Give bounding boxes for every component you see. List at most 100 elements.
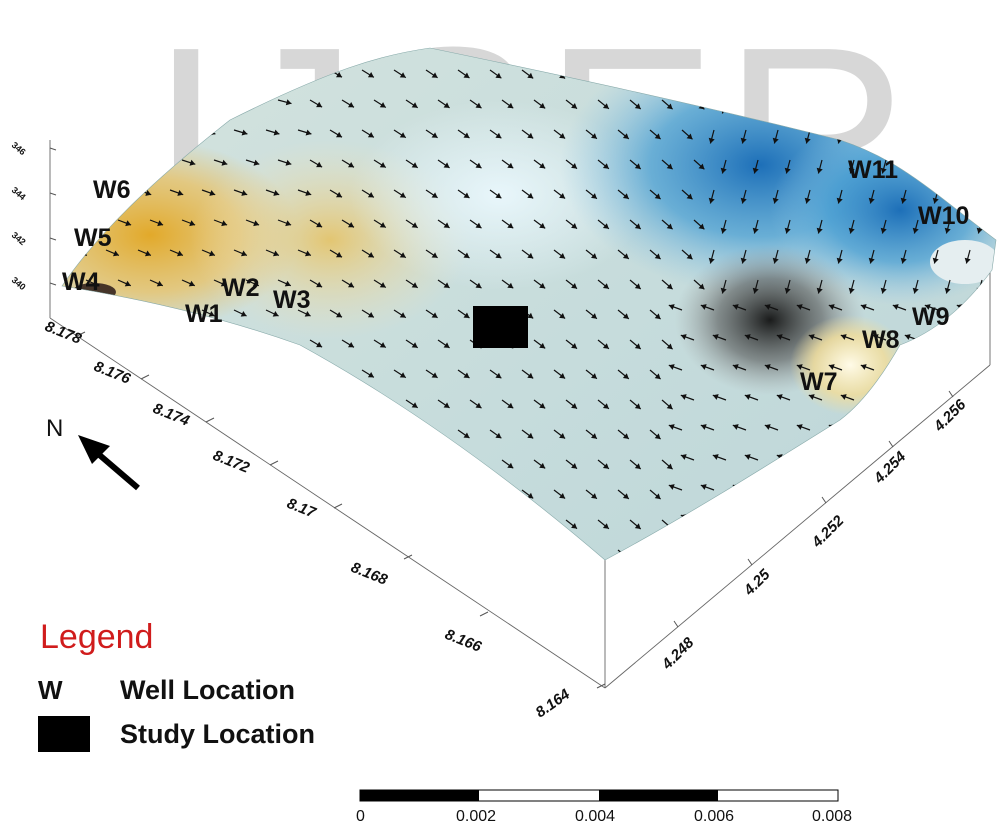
flow-arrow-shaft	[892, 484, 907, 491]
flow-arrow-shaft	[297, 429, 311, 438]
study-location-symbol	[38, 716, 90, 752]
flow-arrow-head	[495, 192, 502, 199]
flow-arrow-head	[125, 220, 132, 227]
flow-arrow-head	[463, 432, 470, 438]
flow-arrow-head	[208, 311, 215, 317]
flow-arrow-shaft	[457, 489, 470, 499]
flow-arrow-head	[666, 103, 673, 110]
flow-arrow-shaft	[796, 544, 811, 551]
flow-arrow-head	[900, 197, 907, 204]
flow-arrow-head	[976, 287, 983, 294]
well-label-w2: W2	[222, 274, 260, 302]
well-label-w6: W6	[93, 176, 131, 204]
flow-arrow-head	[367, 432, 374, 438]
flow-arrow-head	[840, 334, 847, 340]
well-label-w4: W4	[62, 268, 100, 296]
flow-arrow-shaft	[945, 99, 951, 114]
flow-arrow-head	[367, 72, 374, 78]
flow-arrow-head	[303, 552, 310, 559]
flow-arrow-head	[602, 283, 609, 289]
flow-arrow-head	[571, 403, 577, 409]
flow-arrow-shaft	[169, 369, 183, 378]
flow-arrow-head	[796, 364, 803, 370]
flow-arrow-head	[443, 222, 450, 228]
flow-arrow-head	[316, 281, 323, 288]
flow-arrow-head	[112, 311, 119, 317]
flow-arrow-shaft	[808, 454, 823, 461]
flow-arrow-shaft	[521, 549, 534, 559]
flow-arrow-head	[924, 424, 931, 430]
flow-arrow-head	[475, 282, 482, 289]
flow-arrow-head	[156, 341, 163, 347]
flow-arrow-shaft	[73, 489, 86, 499]
flow-arrow-head	[475, 522, 482, 529]
flow-arrow-head	[944, 227, 951, 234]
flow-arrow-head	[79, 492, 86, 498]
flow-arrow-head	[113, 129, 120, 136]
flow-arrow-shaft	[840, 454, 855, 461]
flow-arrow-head	[784, 167, 791, 174]
flow-arrow-shaft	[956, 484, 971, 491]
flow-arrow-head	[336, 251, 342, 258]
flow-arrow-head	[495, 252, 502, 259]
well-label-w11: W11	[848, 156, 898, 184]
flow-arrow-head	[336, 431, 342, 438]
flow-arrow-head	[113, 250, 119, 257]
flow-arrow-shaft	[85, 159, 100, 165]
flow-arrow-head	[207, 492, 214, 498]
flow-arrow-head	[495, 72, 502, 79]
flow-arrow-head	[668, 304, 675, 310]
flow-arrow-head	[968, 454, 975, 460]
flow-arrow-head	[848, 227, 855, 234]
flow-arrow-head	[571, 103, 577, 109]
flow-arrow-head	[796, 424, 803, 430]
flow-arrow-shaft	[297, 369, 311, 378]
flow-arrow-head	[654, 313, 661, 320]
flow-arrow-head	[284, 341, 291, 347]
flow-arrow-shaft	[965, 129, 971, 144]
flow-arrow-shaft	[892, 544, 907, 551]
flow-arrow-head	[591, 553, 597, 559]
flow-arrow-shaft	[105, 549, 118, 559]
flow-arrow-shaft	[117, 519, 130, 529]
flow-arrow-head	[143, 492, 150, 498]
flow-arrow-head	[686, 253, 693, 260]
flow-arrow-head	[463, 552, 470, 558]
flow-arrow-head	[686, 133, 693, 140]
flow-arrow-head	[475, 162, 482, 169]
flow-arrow-shaft	[489, 549, 502, 559]
flow-arrow-head	[80, 311, 87, 317]
flow-arrow-head	[79, 552, 86, 559]
scale-label: 0.008	[812, 808, 852, 824]
flow-arrow-head	[367, 552, 374, 558]
flow-arrow-shaft	[213, 399, 227, 408]
flow-arrow-head	[932, 77, 939, 84]
flow-arrow-head	[622, 373, 629, 379]
flow-arrow-head	[463, 252, 470, 258]
x-tick-label: 8.178	[43, 318, 85, 348]
flow-arrow-shaft	[329, 549, 343, 558]
flow-arrow-head	[622, 253, 629, 259]
flow-arrow-head	[175, 432, 182, 438]
flow-arrow-head	[740, 137, 747, 144]
flow-arrow-head	[379, 282, 386, 288]
flow-arrow-shaft	[329, 369, 343, 378]
well-label-w9: W9	[912, 303, 950, 331]
flow-arrow-shaft	[297, 549, 310, 559]
x-tick-label: 8.17	[285, 495, 319, 522]
flow-arrow-shaft	[233, 489, 246, 499]
flow-arrow-head	[892, 424, 899, 430]
flow-arrow-head	[840, 394, 847, 400]
flow-arrow-head	[539, 342, 546, 349]
flow-arrow-head	[708, 137, 715, 144]
flow-arrow-head	[305, 129, 312, 136]
flow-arrow-head	[209, 190, 216, 196]
flow-arrow-head	[964, 77, 971, 84]
flow-arrow-shaft	[181, 459, 195, 469]
flow-arrow-shaft	[457, 549, 470, 559]
flow-arrow-shaft	[437, 459, 450, 469]
flow-arrow-shaft	[872, 394, 887, 401]
flow-arrow-head	[698, 223, 705, 230]
flow-arrow-head	[796, 304, 803, 310]
